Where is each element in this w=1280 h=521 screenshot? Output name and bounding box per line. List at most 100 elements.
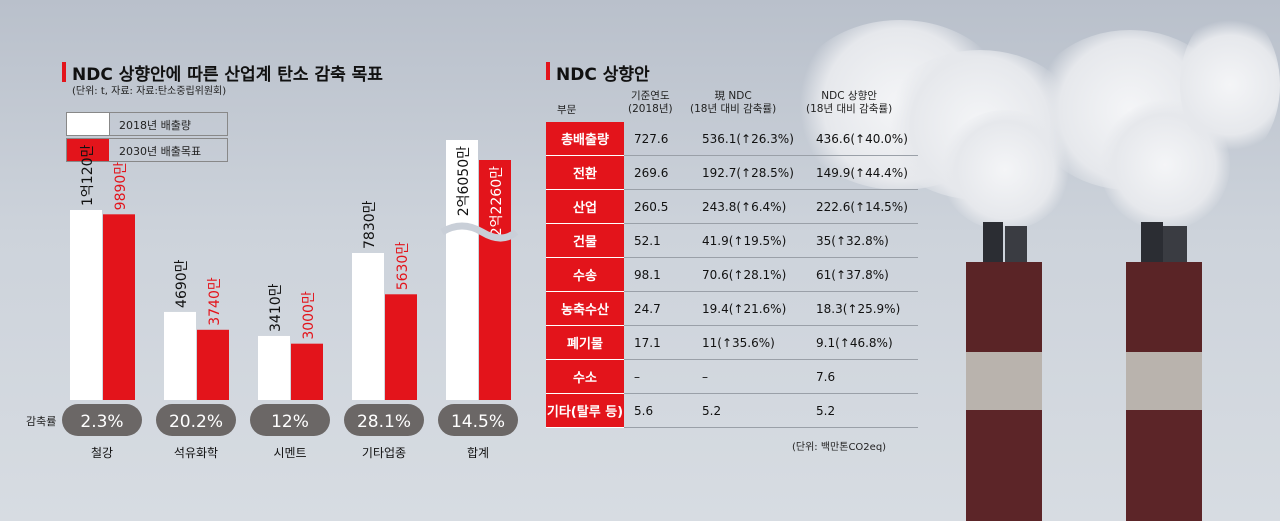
cell-current: 70.6(↑28.1%) xyxy=(692,257,806,292)
chart-title: NDC 상향안에 따른 산업계 탄소 감축 목표 xyxy=(72,65,383,85)
ndc-table: 총배출량 727.6 536.1(↑26.3%) 436.6(↑40.0%) 전환 269… xyxy=(546,122,918,428)
value-label: 9890만 xyxy=(113,162,129,211)
cell-raised: 222.6(↑14.5%) xyxy=(806,189,918,224)
cell-raised: 149.9(↑44.4%) xyxy=(806,155,918,190)
cell-base: 98.1 xyxy=(624,257,692,292)
category-label: 석유화학 xyxy=(174,446,218,460)
legend-swatch-2018 xyxy=(67,113,110,135)
row-label: 수송 xyxy=(546,257,624,292)
bar-2030 xyxy=(197,329,229,400)
table-row: 기타(탈루 등) 5.6 5.2 5.2 xyxy=(546,393,918,428)
value-label: 3000만 xyxy=(301,291,317,340)
table-title: NDC 상향안 xyxy=(556,65,650,85)
table-row: 폐기물 17.1 11(↑35.6%) 9.1(↑46.8%) xyxy=(546,325,918,360)
header-base: 기준연도 (2018년) xyxy=(628,90,673,115)
bar-2018 xyxy=(70,210,102,400)
category-label: 철강 xyxy=(91,446,113,460)
value-label: 3410만 xyxy=(268,283,284,332)
chart-subtitle: (단위: t, 자료: 자료:탄소중립위원회) xyxy=(72,86,227,97)
reduction-rate: 2.3% xyxy=(80,412,123,432)
table-row: 수송 98.1 70.6(↑28.1%) 61(↑37.8%) xyxy=(546,257,918,292)
title-accent xyxy=(62,62,66,82)
cell-base: 269.6 xyxy=(624,155,692,190)
cell-raised: 9.1(↑46.8%) xyxy=(806,325,918,360)
cell-current: 11(↑35.6%) xyxy=(692,325,806,360)
row-label: 산업 xyxy=(546,189,624,224)
legend-swatch-2030 xyxy=(67,139,109,161)
bar-2018 xyxy=(446,140,478,400)
table-row: 건물 52.1 41.9(↑19.5%) 35(↑32.8%) xyxy=(546,223,918,258)
cell-raised: 436.6(↑40.0%) xyxy=(806,122,918,156)
reduction-pill xyxy=(344,404,424,436)
cell-base: 727.6 xyxy=(624,122,692,156)
row-label: 전환 xyxy=(546,155,624,190)
cell-current: 19.4(↑21.6%) xyxy=(692,291,806,326)
value-label: 7830만 xyxy=(362,200,378,249)
table-row: 수소 – –7.6 xyxy=(546,359,918,394)
cell-current: 41.9(↑19.5%) xyxy=(692,223,806,258)
cell-base: 17.1 xyxy=(624,325,692,360)
row-label: 폐기물 xyxy=(546,325,624,360)
table-title-accent xyxy=(546,62,550,80)
row-label: 기타(탈루 등) xyxy=(546,393,624,428)
reduction-pill xyxy=(250,404,330,436)
bar-chart: 1억120만 9890만 2.3% 철강 4690만 3740만 20.2% 석유화학 3410… xyxy=(26,140,519,460)
cell-current: 536.1(↑26.3%) xyxy=(692,122,806,156)
row-label: 수소 xyxy=(546,359,624,394)
category-label: 합계 xyxy=(467,446,489,460)
bar-2018 xyxy=(352,252,384,400)
category-label: 시멘트 xyxy=(273,446,306,460)
cell-current: 243.8(↑6.4%) xyxy=(692,189,806,224)
cell-current: – xyxy=(692,359,806,394)
table-unit: (단위: 백만톤CO2eq) xyxy=(792,442,887,453)
cell-raised: 35(↑32.8%) xyxy=(806,223,918,258)
reduction-pill xyxy=(62,404,142,436)
reduction-rate: 28.1% xyxy=(357,412,411,432)
table-row: 농축수산 24.7 19.4(↑21.6%) 18.3(↑25.9%) xyxy=(546,291,918,326)
cell-base: – xyxy=(624,359,692,394)
cell-base: 52.1 xyxy=(624,223,692,258)
axis-break-wave xyxy=(440,222,519,242)
cell-raised: 5.2 xyxy=(806,393,918,428)
row-label: 농축수산 xyxy=(546,291,624,326)
reduction-rate: 12% xyxy=(271,412,309,432)
bar-2018 xyxy=(258,335,290,400)
reduction-rate-label: 감축률 xyxy=(26,415,56,428)
reduction-pill xyxy=(156,404,236,436)
reduction-pill xyxy=(438,404,518,436)
bar-2030 xyxy=(385,294,417,400)
row-label: 건물 xyxy=(546,223,624,258)
row-label: 총배출량 xyxy=(546,122,624,156)
reduction-rate: 20.2% xyxy=(169,412,223,432)
table-row: 전환 269.6 192.7(↑28.5%) 149.9(↑44.4%) xyxy=(546,155,918,190)
value-label: 2억6050만 xyxy=(456,146,472,216)
cell-current: 5.2 xyxy=(692,393,806,428)
legend-label-2018: 2018년 배출량 xyxy=(119,119,191,132)
cell-raised: 7.6 xyxy=(806,359,918,394)
header-raised: NDC 상향안 (18년 대비 감축률) xyxy=(806,90,893,115)
cell-base: 24.7 xyxy=(624,291,692,326)
cell-current: 192.7(↑28.5%) xyxy=(692,155,806,190)
bar-2030 xyxy=(291,343,323,400)
header-current: 現 NDC (18년 대비 감축률) xyxy=(690,90,777,115)
value-label: 5630만 xyxy=(395,242,411,291)
legend-2018: 2018년 배출량 xyxy=(66,112,228,136)
value-label: 2억2260만 xyxy=(489,166,505,236)
value-label: 1억120만 xyxy=(80,144,96,206)
category-label: 기타업종 xyxy=(362,446,406,460)
cell-raised: 18.3(↑25.9%) xyxy=(806,291,918,326)
table-row: 총배출량 727.6 536.1(↑26.3%) 436.6(↑40.0%) xyxy=(546,122,918,156)
cell-base: 5.6 xyxy=(624,393,692,428)
value-label: 3740만 xyxy=(207,277,223,326)
cell-raised: 61(↑37.8%) xyxy=(806,257,918,292)
table-row: 산업 260.5 243.8(↑6.4%) 222.6(↑14.5%) xyxy=(546,189,918,224)
value-label: 4690만 xyxy=(174,259,190,308)
header-sector: 부문 xyxy=(557,104,577,116)
bar-2018 xyxy=(164,311,196,400)
bar-2030 xyxy=(103,214,135,400)
cell-base: 260.5 xyxy=(624,189,692,224)
reduction-rate: 14.5% xyxy=(451,412,505,432)
legend-2030: 2030년 배출목표 xyxy=(66,138,228,162)
bar-2030 xyxy=(479,160,511,400)
legend-label-2030: 2030년 배출목표 xyxy=(119,145,202,158)
